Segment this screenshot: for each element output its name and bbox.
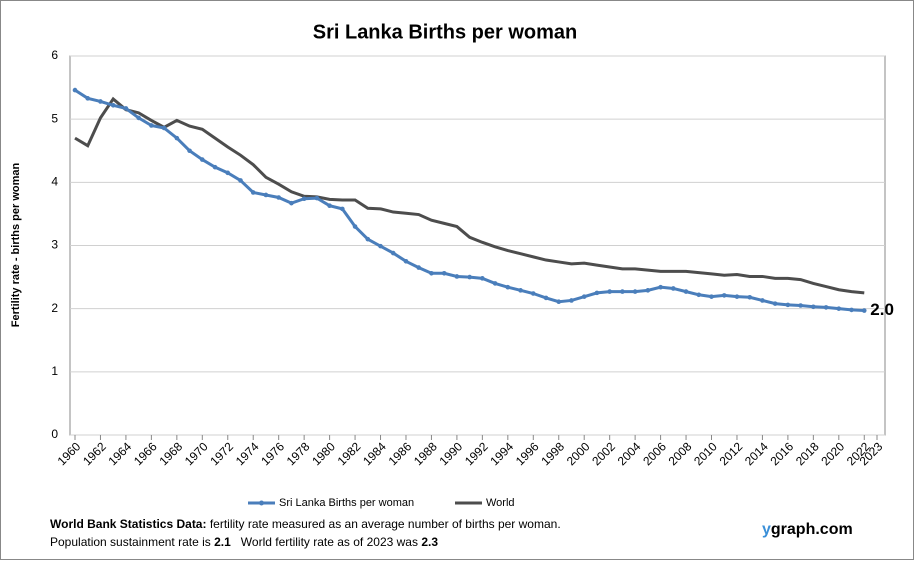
legend-marker (259, 500, 264, 506)
point (683, 289, 689, 294)
brand-rest: graph.com (771, 521, 853, 538)
point (505, 284, 511, 290)
point (276, 195, 281, 200)
point (849, 307, 854, 313)
point (811, 304, 816, 310)
brand-prefix: y (762, 521, 771, 538)
point (492, 281, 498, 286)
point (772, 301, 778, 306)
point (594, 290, 600, 296)
point (85, 96, 91, 101)
y-tick-label: 1 (51, 364, 58, 378)
point (149, 123, 154, 128)
point (263, 192, 269, 198)
point (416, 265, 422, 270)
point (671, 286, 676, 291)
point (645, 288, 651, 293)
point (861, 308, 867, 313)
point (760, 298, 765, 303)
footer-value: 2.3 (421, 535, 438, 549)
point (441, 270, 447, 276)
point (530, 291, 536, 296)
point (390, 250, 396, 256)
y-tick-label: 3 (51, 238, 58, 252)
footer-line: World Bank Statistics Data: fertility ra… (50, 517, 561, 531)
point (454, 274, 460, 279)
chart-title: Sri Lanka Births per woman (313, 21, 578, 43)
point (556, 299, 562, 305)
point (110, 102, 116, 108)
footer-text: fertility rate measured as an average nu… (206, 517, 560, 531)
point (518, 288, 523, 293)
y-tick-label: 5 (51, 111, 58, 125)
point (658, 284, 663, 290)
footer-line: Population sustainment rate is 2.1 World… (50, 535, 438, 549)
y-tick-label: 0 (51, 427, 58, 441)
legend-label: Sri Lanka Births per woman (279, 497, 414, 509)
y-tick-label: 2 (51, 301, 58, 315)
point (543, 295, 549, 301)
point (161, 125, 167, 131)
point (340, 206, 345, 212)
point (123, 106, 129, 111)
point (250, 190, 256, 195)
point (467, 274, 472, 280)
point (327, 203, 332, 209)
point (581, 294, 587, 299)
point (429, 270, 434, 276)
point (289, 200, 294, 206)
point (747, 294, 752, 300)
point (378, 243, 383, 249)
point (403, 258, 409, 264)
brand: ygraph.com (762, 521, 853, 538)
point (734, 294, 740, 299)
footer-label: World Bank Statistics Data: (50, 517, 206, 531)
point (174, 135, 180, 141)
y-tick-label: 6 (51, 48, 58, 62)
footer-text: World fertility rate as of 2023 was (231, 535, 422, 549)
point (225, 170, 231, 176)
point (301, 196, 307, 202)
legend-label: World (486, 497, 515, 509)
point (785, 302, 791, 308)
point (352, 224, 358, 229)
y-tick-label: 4 (51, 175, 58, 189)
point (569, 298, 574, 303)
point (696, 292, 702, 298)
point (212, 164, 218, 170)
footer-text: Population sustainment rate is (50, 535, 214, 549)
point (709, 294, 714, 299)
point (200, 157, 205, 162)
point (238, 178, 243, 183)
point (136, 115, 141, 121)
point (798, 303, 803, 308)
point (836, 306, 842, 311)
point (632, 289, 638, 294)
series-line (74, 96, 865, 295)
point (365, 236, 371, 242)
point (607, 289, 612, 294)
y-axis-label: Fertility rate - births per woman (10, 163, 22, 328)
point (314, 195, 320, 201)
point (187, 148, 192, 154)
point (620, 289, 625, 294)
footer-value: 2.1 (214, 535, 231, 549)
point (823, 305, 829, 310)
point (72, 87, 78, 93)
point (480, 276, 485, 281)
end-label: 2.0 (870, 300, 894, 319)
point (721, 293, 727, 298)
point (98, 99, 103, 104)
